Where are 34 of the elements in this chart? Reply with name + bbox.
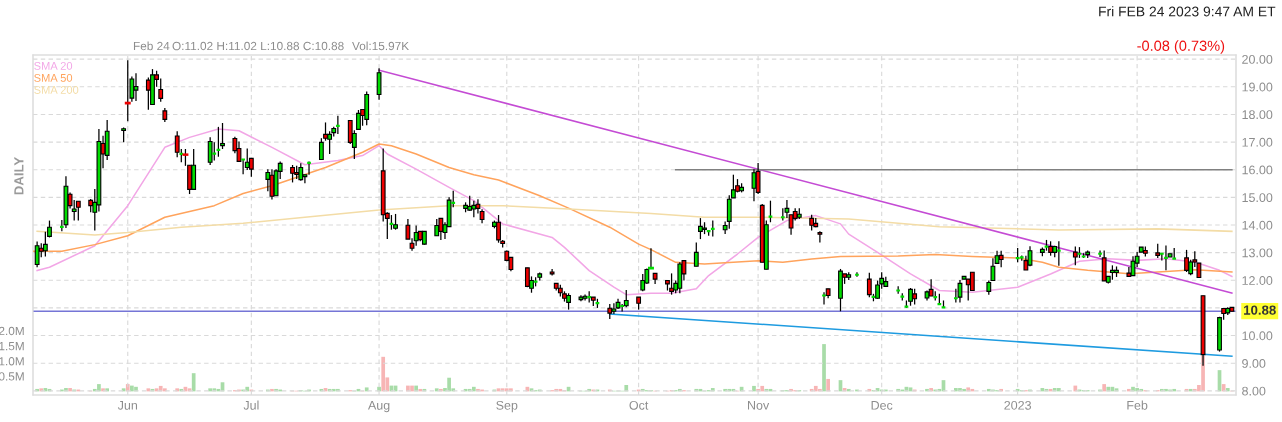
y-tick-label: 19.00: [1242, 82, 1273, 92]
y-tick-label: 14.00: [1242, 220, 1273, 230]
text: Vol:15.97K: [352, 41, 409, 51]
x-tick-label: Feb: [1127, 400, 1148, 410]
text: SMA 20: [34, 61, 73, 70]
x-tick-label: Aug: [367, 401, 390, 413]
x-tick-label: Nov: [748, 401, 770, 410]
y2-tick-label: 1.5M: [0, 342, 24, 351]
y-tick-label: 15.00: [1242, 193, 1273, 203]
x-tick-label: Dec: [871, 401, 893, 410]
y-tick-label: 9.00: [1242, 359, 1266, 368]
text: Feb 24: [133, 41, 170, 51]
x-tick-label: Jul: [243, 400, 259, 410]
y-tick-label: 18.00: [1242, 110, 1273, 120]
x-tick-label: Jun: [117, 401, 138, 410]
x-tick-label: Oct: [629, 400, 649, 410]
text: -0.08 (0.73%): [1137, 40, 1225, 54]
y-tick-label: 13.00: [1242, 248, 1273, 258]
y-tick-label: 8.00: [1242, 386, 1266, 396]
text: O:11.02 H:11.02 L:10.88 C:10.88: [172, 41, 344, 51]
y2-tick-label: 1.0M: [0, 357, 24, 366]
y-tick-label: 12.00: [1242, 276, 1273, 285]
x-tick-label: 2023: [1004, 400, 1031, 410]
text: DAILY: [14, 157, 24, 195]
y-tick-label: 20.00: [1242, 54, 1273, 64]
y-tick-label: 10.00: [1242, 331, 1273, 341]
text: SMA 200: [34, 86, 79, 94]
ref-line-label: 10.88: [1244, 305, 1276, 315]
x-tick-label: Sep: [496, 400, 518, 413]
text: Fri FEB 24 2023 9:47 AM ET: [1099, 6, 1276, 17]
text: SMA 50: [34, 73, 73, 82]
y-tick-label: 16.00: [1242, 165, 1273, 175]
y2-tick-label: 2.0M: [0, 326, 24, 336]
y-tick-label: 17.00: [1242, 137, 1273, 147]
